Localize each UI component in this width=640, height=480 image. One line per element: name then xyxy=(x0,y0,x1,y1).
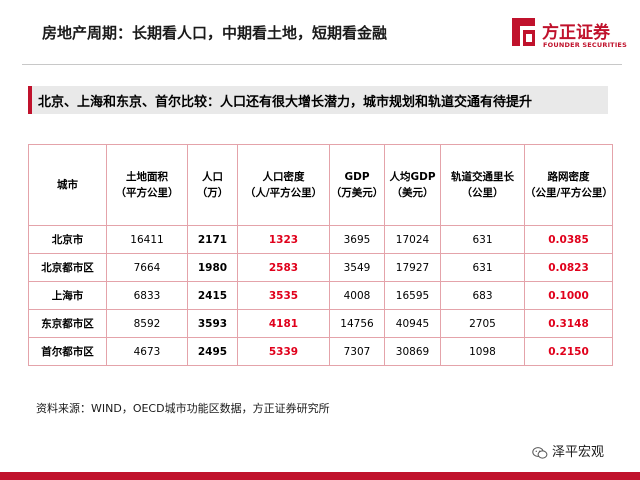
header-population-density: 人口密度 （人/平方公里） xyxy=(237,144,330,226)
table-row: 上海市 6833 2415 3535 4008 16595 683 0.1000 xyxy=(28,281,613,310)
header-rail-length: 轨道交通里长 （公里） xyxy=(440,144,525,226)
cell-gdp-per-capita: 30869 xyxy=(384,337,441,366)
wechat-icon xyxy=(532,446,548,459)
cell-rail-length: 631 xyxy=(440,253,525,282)
cell-gdp-per-capita: 40945 xyxy=(384,309,441,338)
cell-city: 上海市 xyxy=(28,281,107,310)
city-comparison-table: 城市 土地面积 （平方公里） 人口 （万） 人口密度 （人/平方公里） GDP … xyxy=(28,144,613,366)
cell-population-density: 4181 xyxy=(237,309,330,338)
cell-population-density: 1323 xyxy=(237,225,330,254)
cell-gdp-per-capita: 17024 xyxy=(384,225,441,254)
cell-population: 3593 xyxy=(187,309,238,338)
cell-rail-length: 631 xyxy=(440,225,525,254)
cell-land-area: 6833 xyxy=(106,281,188,310)
header-land-area: 土地面积 （平方公里） xyxy=(106,144,188,226)
footer-bar xyxy=(0,472,640,480)
table-row: 首尔都市区 4673 2495 5339 7307 30869 1098 0.2… xyxy=(28,337,613,366)
founder-logo-icon xyxy=(512,18,535,46)
watermark-text: 泽平宏观 xyxy=(552,445,605,460)
banner-accent-bar xyxy=(28,86,32,114)
header-gdp: GDP （万美元） xyxy=(329,144,385,226)
logo-text-en: FOUNDER SECURITIES xyxy=(543,41,627,49)
cell-road-density: 0.1000 xyxy=(524,281,613,310)
cell-rail-length: 683 xyxy=(440,281,525,310)
cell-population: 2495 xyxy=(187,337,238,366)
cell-road-density: 0.0823 xyxy=(524,253,613,282)
cell-land-area: 4673 xyxy=(106,337,188,366)
table-header-row: 城市 土地面积 （平方公里） 人口 （万） 人口密度 （人/平方公里） GDP … xyxy=(28,144,613,226)
cell-road-density: 0.0385 xyxy=(524,225,613,254)
cell-population-density: 2583 xyxy=(237,253,330,282)
cell-population: 2171 xyxy=(187,225,238,254)
cell-gdp: 7307 xyxy=(329,337,385,366)
cell-city: 北京都市区 xyxy=(28,253,107,282)
header-city: 城市 xyxy=(28,144,107,226)
header-gdp-per-capita: 人均GDP （美元） xyxy=(384,144,441,226)
cell-rail-length: 2705 xyxy=(440,309,525,338)
cell-road-density: 0.2150 xyxy=(524,337,613,366)
cell-road-density: 0.3148 xyxy=(524,309,613,338)
cell-gdp: 14756 xyxy=(329,309,385,338)
table-row: 东京都市区 8592 3593 4181 14756 40945 2705 0.… xyxy=(28,309,613,338)
cell-population-density: 3535 xyxy=(237,281,330,310)
cell-population: 2415 xyxy=(187,281,238,310)
cell-city: 首尔都市区 xyxy=(28,337,107,366)
cell-gdp: 3695 xyxy=(329,225,385,254)
cell-city: 东京都市区 xyxy=(28,309,107,338)
slide-title: 房地产周期：长期看人口，中期看土地，短期看金融 xyxy=(42,24,388,42)
header-population: 人口 （万） xyxy=(187,144,238,226)
wechat-watermark: 泽平宏观 xyxy=(532,441,604,460)
logo-text-cn: 方正证券 xyxy=(542,23,610,43)
cell-land-area: 16411 xyxy=(106,225,188,254)
cell-gdp-per-capita: 17927 xyxy=(384,253,441,282)
cell-gdp: 4008 xyxy=(329,281,385,310)
cell-city: 北京市 xyxy=(28,225,107,254)
cell-gdp: 3549 xyxy=(329,253,385,282)
header-divider xyxy=(22,64,622,65)
cell-population: 1980 xyxy=(187,253,238,282)
banner-text: 北京、上海和东京、首尔比较：人口还有很大增长潜力，城市规划和轨道交通有待提升 xyxy=(38,95,533,110)
source-note: 资料来源：WIND，OECD城市功能区数据，方正证券研究所 xyxy=(36,402,330,415)
cell-gdp-per-capita: 16595 xyxy=(384,281,441,310)
table-row: 北京市 16411 2171 1323 3695 17024 631 0.038… xyxy=(28,225,613,254)
company-logo: 方正证券 FOUNDER SECURITIES xyxy=(508,14,628,58)
cell-land-area: 7664 xyxy=(106,253,188,282)
header-road-density: 路网密度 （公里/平方公里） xyxy=(524,144,613,226)
cell-population-density: 5339 xyxy=(237,337,330,366)
cell-rail-length: 1098 xyxy=(440,337,525,366)
subtitle-banner: 北京、上海和东京、首尔比较：人口还有很大增长潜力，城市规划和轨道交通有待提升 xyxy=(28,86,608,114)
table-row: 北京都市区 7664 1980 2583 3549 17927 631 0.08… xyxy=(28,253,613,282)
cell-land-area: 8592 xyxy=(106,309,188,338)
